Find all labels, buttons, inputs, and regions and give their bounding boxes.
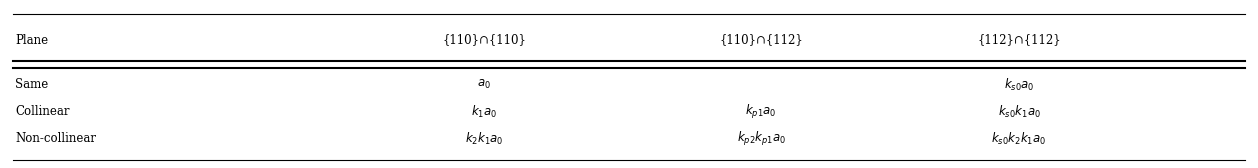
Text: $k_{s0}k_2k_1a_0$: $k_{s0}k_2k_1a_0$ <box>991 131 1047 147</box>
Text: $k_2k_1a_0$: $k_2k_1a_0$ <box>465 131 503 147</box>
Text: $k_{p1}a_0$: $k_{p1}a_0$ <box>746 103 776 121</box>
Text: $a_0$: $a_0$ <box>478 78 491 91</box>
Text: Plane: Plane <box>15 34 48 47</box>
Text: {110}∩{110}: {110}∩{110} <box>443 34 526 47</box>
Text: Non-collinear: Non-collinear <box>15 132 96 145</box>
Text: {112}∩{112}: {112}∩{112} <box>977 34 1060 47</box>
Text: $k_{p2}k_{p1}a_0$: $k_{p2}k_{p1}a_0$ <box>737 130 785 148</box>
Text: $k_{s0}a_0$: $k_{s0}a_0$ <box>1004 77 1034 93</box>
Text: $k_{s0}k_1a_0$: $k_{s0}k_1a_0$ <box>998 104 1040 120</box>
Text: Collinear: Collinear <box>15 105 69 118</box>
Text: $k_1a_0$: $k_1a_0$ <box>472 104 497 120</box>
Text: Same: Same <box>15 78 48 91</box>
Text: {110}∩{112}: {110}∩{112} <box>720 34 803 47</box>
